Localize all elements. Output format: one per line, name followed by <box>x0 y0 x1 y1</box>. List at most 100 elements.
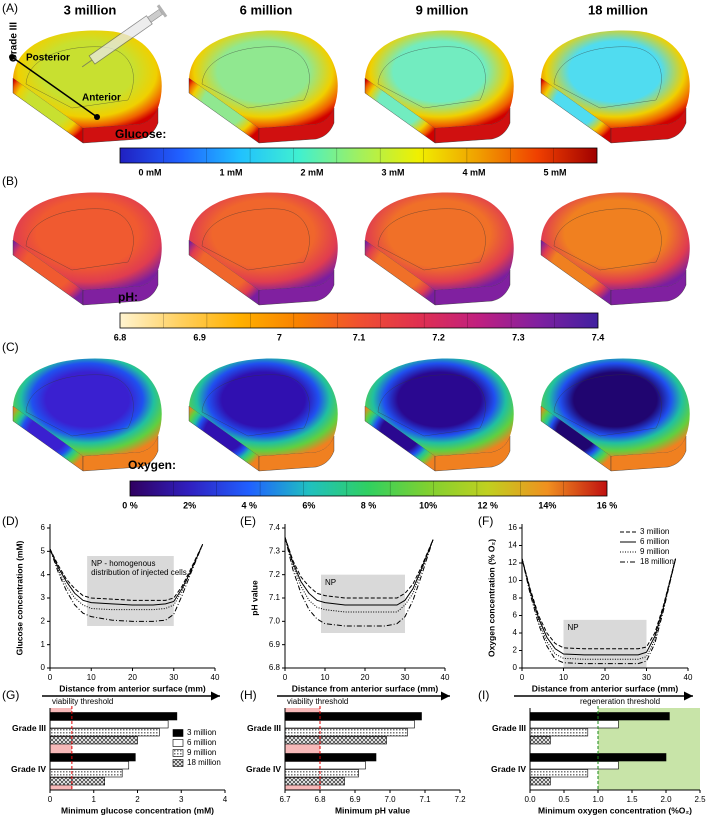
x-tick-label: 2.5 <box>694 795 706 804</box>
y-axis-title: Oxygen concentration (% O₂) <box>486 539 496 657</box>
x-tick-label: 40 <box>211 673 220 682</box>
colorbar <box>119 312 599 329</box>
x-tick-label: 0 <box>520 673 525 682</box>
bar <box>529 736 551 745</box>
colorbar-tick-label: 0 % <box>122 500 138 510</box>
legend-label: 18 million <box>187 758 221 767</box>
bar <box>284 769 359 778</box>
category-label: Grade IV <box>11 764 46 774</box>
shaded-region <box>87 556 174 626</box>
y-tick-label: 10 <box>508 576 517 585</box>
y-tick-label: 6.8 <box>269 663 281 672</box>
y-tick-label: 5 <box>41 546 46 555</box>
panel-label: (F) <box>478 514 493 528</box>
y-tick-label: 7.3 <box>269 546 281 555</box>
annotation: Posterior <box>26 53 70 64</box>
colorbar-tick-label: 12 % <box>477 500 498 510</box>
y-tick-label: 3 <box>41 593 46 602</box>
disc-top <box>13 30 162 128</box>
y-tick-label: 0 <box>41 663 46 672</box>
legend-swatch <box>172 729 184 737</box>
column-title: 3 million <box>64 2 117 17</box>
legend-label: 9 million <box>640 547 669 556</box>
y-tick-label: 4 <box>513 628 518 637</box>
x-tick-label: 7.2 <box>454 795 466 804</box>
x-tick-label: 1 <box>92 795 97 804</box>
disc-top <box>189 30 338 128</box>
panel-label: (H) <box>240 688 257 702</box>
colorbar-tick-label: 6.9 <box>193 332 206 342</box>
data-line <box>49 544 204 622</box>
colorbar-tick-label: 6% <box>302 500 315 510</box>
x-tick-label: 20 <box>601 673 610 682</box>
colorbar-tick-label: 7.1 <box>353 332 366 342</box>
y-axis-title: Glucose concentration (mM) <box>14 540 24 655</box>
data-line <box>49 544 204 601</box>
bar <box>49 728 160 737</box>
y-tick-label: 7.2 <box>269 570 281 579</box>
y-tick-label: 8 <box>513 593 518 602</box>
y-tick-label: 7.4 <box>269 523 281 532</box>
disc-render <box>540 192 690 306</box>
disc-render <box>188 30 338 144</box>
bar <box>529 761 619 770</box>
x-tick-label: 30 <box>642 673 651 682</box>
colorbar-tick-label: 16 % <box>597 500 618 510</box>
disc-render <box>12 358 162 472</box>
bar <box>49 736 138 745</box>
colorbar-tick-label: 5 mM <box>543 167 566 177</box>
x-tick-label: 30 <box>169 673 178 682</box>
x-tick-label: 2.0 <box>660 795 672 804</box>
grade-line <box>9 54 100 120</box>
category-label: Grade III <box>492 723 526 733</box>
bar <box>49 761 130 770</box>
disc-top <box>541 30 690 128</box>
x-tick-label: 2 <box>135 795 140 804</box>
disc-render <box>540 358 690 472</box>
legend-swatch <box>172 749 184 757</box>
colorbar-tick-label: 14% <box>538 500 556 510</box>
y-tick-label: 12 <box>508 558 517 567</box>
panel-label: (B) <box>2 174 18 188</box>
disc-top <box>189 192 338 290</box>
colorbar-tick-label: 3 mM <box>381 167 404 177</box>
category-label: Grade IV <box>246 764 281 774</box>
x-tick-label: 7.0 <box>384 795 396 804</box>
disc-top <box>13 358 162 456</box>
bar <box>529 769 589 778</box>
colorbar-tick-label: 1 mM <box>219 167 242 177</box>
x-axis-title: Minimum pH value <box>335 805 410 815</box>
x-tick-label: 40 <box>684 673 693 682</box>
colorbar-tick-label: 6.8 <box>114 332 127 342</box>
region-label: NP <box>325 578 336 587</box>
disc-render <box>188 192 338 306</box>
y-tick-label: 7.1 <box>269 593 281 602</box>
x-tick-label: 1.0 <box>592 795 604 804</box>
shaded-region <box>563 619 647 668</box>
x-axis-title: Distance from anterior surface (mm) <box>59 683 206 693</box>
column-title: 9 million <box>416 2 469 17</box>
data-line <box>521 558 677 650</box>
bar <box>529 712 670 721</box>
colorbar-tick-label: 7.4 <box>592 332 605 342</box>
bar <box>49 753 136 762</box>
data-line <box>521 558 677 665</box>
y-tick-label: 14 <box>508 541 517 550</box>
column-title: 6 million <box>240 2 293 17</box>
panel-label: (I) <box>478 688 489 702</box>
threshold-label: regeneration threshold <box>580 697 660 706</box>
y-tick-label: 6.9 <box>269 640 281 649</box>
legend-label: 6 million <box>640 537 669 546</box>
x-axis-title: Distance from anterior surface (mm) <box>532 683 679 693</box>
colorbar-tick-label: 7 <box>277 332 282 342</box>
y-tick-label: 6 <box>41 523 46 532</box>
colorbar-tick-label: 7.3 <box>512 332 525 342</box>
x-tick-label: 0 <box>48 795 53 804</box>
bar <box>284 720 415 729</box>
colorbar-tick-label: 4 % <box>241 500 257 510</box>
disc-render <box>364 192 514 306</box>
x-tick-label: 6.9 <box>349 795 361 804</box>
region-label: NP - homogenous <box>91 559 155 568</box>
data-line <box>521 558 677 656</box>
x-tick-label: 40 <box>441 673 450 682</box>
